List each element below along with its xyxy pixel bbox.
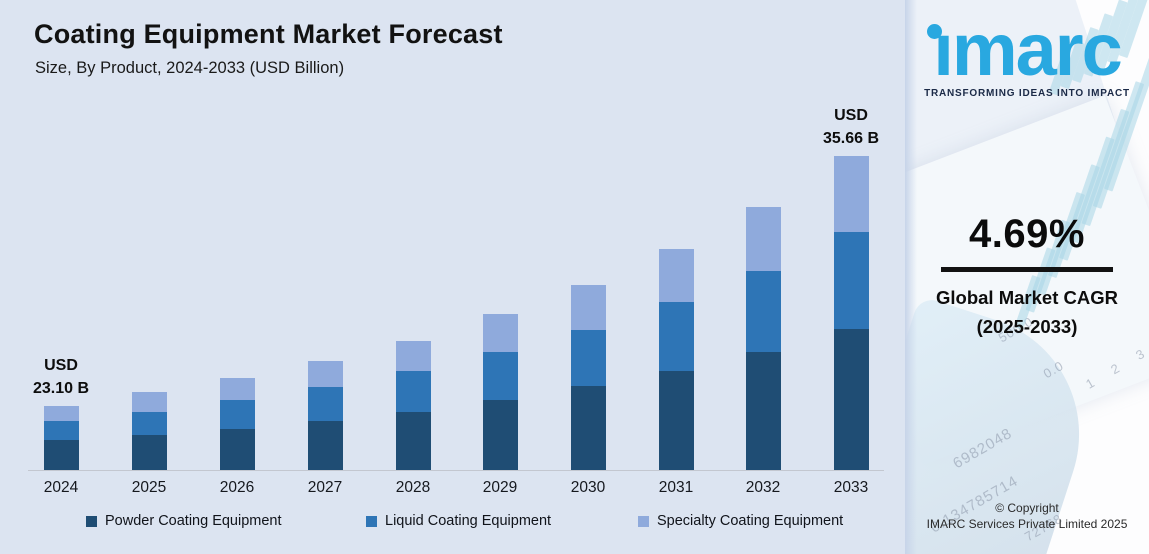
bar-2028 (395, 341, 431, 470)
bar-segment-2030-specialty-coating-equipment (570, 285, 606, 330)
bar-2029 (482, 314, 518, 470)
cagr-block: 4.69% Global Market CAGR (2025-2033) (905, 212, 1149, 338)
value-label-2033-line2: 35.66 B (822, 130, 880, 147)
value-label-2033: USD 35.66 B (791, 104, 911, 150)
bar-segment-2029-specialty-coating-equipment (482, 314, 518, 352)
bar-segment-2028-powder-coating-equipment (395, 412, 431, 470)
x-axis-label-2025: 2025 (131, 479, 167, 496)
bar-segment-2024-liquid-coating-equipment (43, 421, 79, 440)
bar-segment-2030-liquid-coating-equipment (570, 330, 606, 386)
cagr-years: (2025-2033) (976, 316, 1078, 337)
x-axis-label-2031: 2031 (658, 479, 694, 496)
bar-segment-2025-powder-coating-equipment (131, 435, 167, 470)
chart-legend: Powder Coating Equipment Liquid Coating E… (0, 513, 905, 539)
x-axis-label-2024: 2024 (43, 479, 79, 496)
legend-label-liquid-coating-equipment: Liquid Coating Equipment (385, 513, 552, 529)
bar-segment-2026-liquid-coating-equipment (219, 400, 255, 429)
x-axis-label-2032: 2032 (745, 479, 781, 496)
x-axis-label-2033: 2033 (833, 479, 869, 496)
bar-2030 (570, 285, 606, 470)
copyright-line1: © Copyright (995, 501, 1059, 515)
bar-2024 (43, 406, 79, 470)
bar-segment-2032-specialty-coating-equipment (745, 207, 781, 271)
chart-subtitle: Size, By Product, 2024-2033 (USD Billion… (35, 59, 345, 77)
value-label-2033-line1: USD (834, 107, 868, 124)
logo-i-dot-icon (927, 24, 942, 39)
bar-segment-2025-liquid-coating-equipment (131, 412, 167, 435)
bar-segment-2031-liquid-coating-equipment (658, 302, 694, 371)
bar-segment-2028-specialty-coating-equipment (395, 341, 431, 371)
bar-segment-2025-specialty-coating-equipment (131, 392, 167, 412)
bar-segment-2033-specialty-coating-equipment (833, 156, 869, 232)
imarc-logo-text: ımarc (933, 8, 1122, 91)
copyright-line2: IMARC Services Private Limited 2025 (926, 517, 1128, 531)
x-axis-label-2026: 2026 (219, 479, 255, 496)
cagr-value: 4.69% (969, 212, 1085, 256)
bar-segment-2027-specialty-coating-equipment (307, 361, 343, 387)
bar-2026 (219, 378, 255, 470)
chart-title: Coating Equipment Market Forecast (34, 19, 503, 49)
bar-2032 (745, 207, 781, 470)
value-label-2024-line2: 23.10 B (32, 380, 90, 397)
bar-segment-2029-liquid-coating-equipment (482, 352, 518, 400)
bar-segment-2024-specialty-coating-equipment (43, 406, 79, 421)
cagr-divider (941, 267, 1113, 272)
bar-segment-2032-liquid-coating-equipment (745, 271, 781, 352)
bar-2027 (307, 361, 343, 470)
bar-segment-2032-powder-coating-equipment (745, 352, 781, 470)
x-axis-line (28, 470, 884, 471)
bar-segment-2031-specialty-coating-equipment (658, 249, 694, 302)
watermark-number: 6982048 (950, 424, 1016, 473)
x-axis-label-2029: 2029 (482, 479, 518, 496)
bar-segment-2031-powder-coating-equipment (658, 371, 694, 470)
legend-label-powder-coating-equipment: Powder Coating Equipment (105, 513, 282, 529)
x-axis-label-2030: 2030 (570, 479, 606, 496)
bar-chart: USD 23.10 B USD 35.66 B 2024 2025 2026 2027… (1, 107, 884, 496)
imarc-logo: ımarc TRANSFORMING IDEAS INTO IMPACT (905, 8, 1149, 99)
legend-marker-specialty-coating-equipment (638, 515, 649, 527)
x-axis-label-2027: 2027 (307, 479, 343, 496)
bar-2025 (131, 392, 167, 470)
legend-item-specialty-coating-equipment: Specialty Coating Equipment (638, 513, 843, 529)
bar-segment-2029-powder-coating-equipment (482, 400, 518, 470)
bar-segment-2028-liquid-coating-equipment (395, 371, 431, 412)
legend-item-powder-coating-equipment: Powder Coating Equipment (86, 513, 282, 529)
copyright: © Copyright IMARC Services Private Limit… (905, 500, 1149, 532)
bar-segment-2026-specialty-coating-equipment (219, 378, 255, 400)
x-axis-label-2028: 2028 (395, 479, 431, 496)
bar-segment-2026-powder-coating-equipment (219, 429, 255, 470)
bar-2031 (658, 249, 694, 470)
value-label-2024: USD 23.10 B (1, 354, 121, 400)
bar-segment-2027-liquid-coating-equipment (307, 387, 343, 421)
watermark-axis-min: 0.0 (1040, 357, 1067, 382)
bar-2033 (833, 156, 869, 470)
bar-segment-2033-powder-coating-equipment (833, 329, 869, 470)
bar-segment-2024-powder-coating-equipment (43, 440, 79, 470)
logo-tagline: TRANSFORMING IDEAS INTO IMPACT (924, 88, 1130, 99)
legend-item-liquid-coating-equipment: Liquid Coating Equipment (366, 513, 551, 529)
bar-segment-2030-powder-coating-equipment (570, 386, 606, 470)
legend-marker-powder-coating-equipment (86, 515, 97, 527)
legend-marker-liquid-coating-equipment (366, 515, 377, 527)
brand-panel: 500.0 0.0 1 2 3 4 6982048 0.134785714 72… (905, 0, 1149, 554)
chart-section: Coating Equipment Market Forecast Size, … (0, 0, 905, 554)
bar-segment-2027-powder-coating-equipment (307, 421, 343, 470)
cagr-label: Global Market CAGR (936, 287, 1118, 308)
value-label-2024-line1: USD (44, 357, 78, 374)
legend-label-specialty-coating-equipment: Specialty Coating Equipment (657, 513, 844, 529)
bar-segment-2033-liquid-coating-equipment (833, 232, 869, 329)
